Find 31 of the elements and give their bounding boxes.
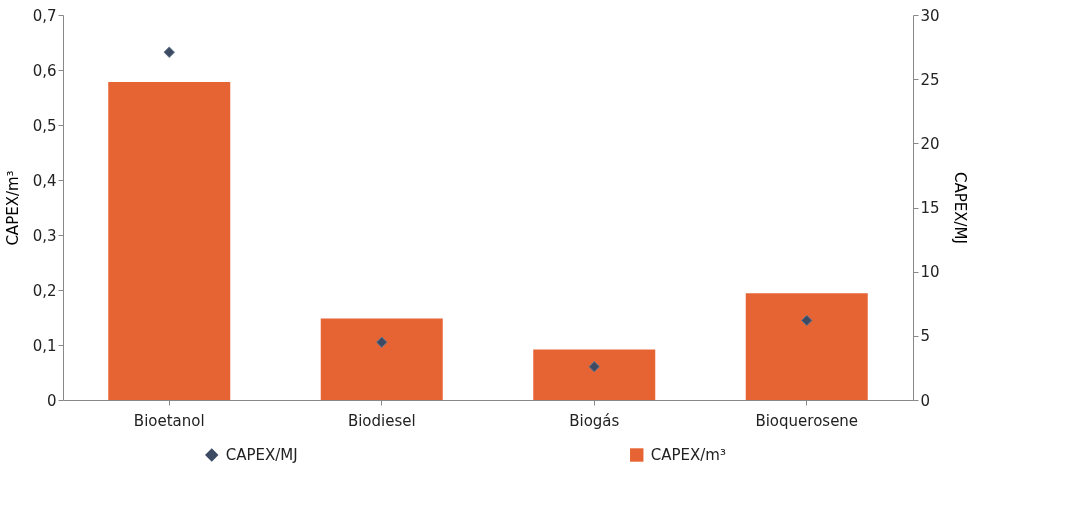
legend-label: CAPEX/MJ bbox=[225, 446, 298, 464]
point bbox=[588, 360, 600, 373]
legend-label: CAPEX/m³ bbox=[650, 446, 726, 464]
y-tick-label: 0,1 bbox=[32, 336, 57, 355]
point bbox=[163, 46, 175, 58]
bar bbox=[745, 293, 868, 400]
bar bbox=[320, 318, 443, 400]
y2-tick-label: 5 bbox=[920, 327, 931, 346]
x-tick-label: Bioquerosene bbox=[755, 411, 859, 430]
y-tick-label: 0,3 bbox=[32, 226, 57, 245]
y2-tick-label: 25 bbox=[920, 70, 940, 89]
x-tick-label: Biodiesel bbox=[347, 411, 416, 430]
point bbox=[376, 336, 388, 348]
y2-tick-label: 15 bbox=[920, 199, 940, 217]
bar bbox=[108, 82, 231, 400]
y-tick-label: 0 bbox=[46, 391, 57, 410]
bar bbox=[533, 349, 656, 400]
y2-tick-label: 10 bbox=[920, 263, 940, 282]
y-axis-title: CAPEX/m³ bbox=[3, 170, 22, 246]
y2-tick-label: 0 bbox=[920, 391, 931, 410]
y-tick-label: 0,2 bbox=[32, 281, 57, 300]
x-tick-label: Bioetanol bbox=[133, 411, 205, 430]
y2-tick-label: 20 bbox=[920, 134, 940, 153]
y-tick-label: 0,6 bbox=[32, 61, 57, 80]
point bbox=[801, 314, 813, 327]
y-tick-label: 0,4 bbox=[32, 171, 57, 190]
x-tick-label: Biogás bbox=[569, 411, 620, 430]
y-tick-label: 0,7 bbox=[32, 6, 57, 25]
y-tick-label: 0,5 bbox=[32, 116, 57, 135]
y2-tick-label: 30 bbox=[920, 6, 940, 25]
y2-axis-title: CAPEX/MJ bbox=[950, 172, 969, 244]
